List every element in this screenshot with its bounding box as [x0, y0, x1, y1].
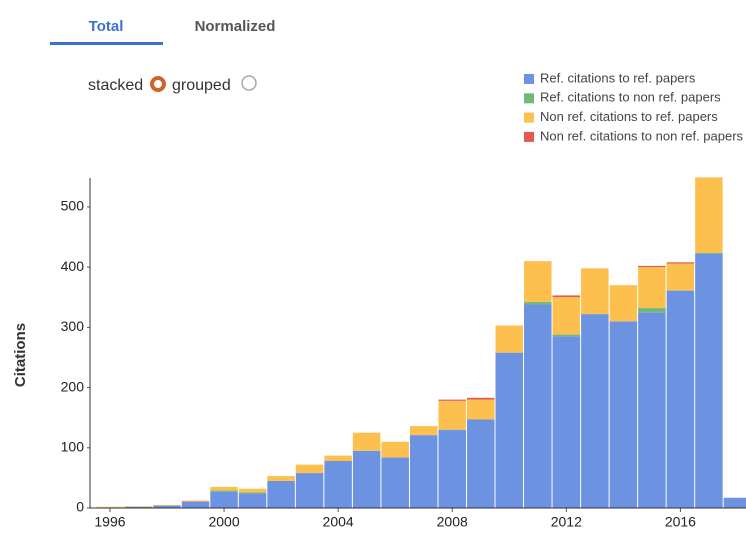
bar-segment: [210, 490, 238, 492]
legend-swatch: [524, 74, 534, 84]
bar-segment: [124, 506, 153, 507]
y-tick-label: 500: [61, 198, 85, 214]
bar-segment: [96, 506, 124, 508]
legend-swatch: [524, 93, 534, 104]
bar-segment: [695, 177, 723, 253]
bar-segment: [723, 497, 746, 508]
bar-segment: [466, 397, 495, 400]
x-tick-label: 2012: [551, 514, 582, 530]
bar-segment: [581, 268, 609, 315]
legend-label: Ref. citations to non ref. papers: [540, 90, 721, 105]
bar-segment: [495, 352, 524, 508]
bar-segment: [324, 455, 352, 462]
bar-segment: [124, 506, 153, 508]
legend-label: Non ref. citations to ref. papers: [540, 109, 718, 124]
legend-label: Ref. citations to ref. papers: [540, 70, 696, 85]
legend-swatch: [524, 131, 534, 142]
bar-segment: [210, 486, 238, 491]
bar-segment: [181, 501, 210, 508]
bar-segment: [409, 426, 438, 436]
bar-segment: [495, 325, 524, 353]
bar-segment: [381, 441, 409, 458]
bar-segment: [181, 501, 210, 502]
tab-normalized[interactable]: Normalized: [195, 18, 276, 35]
bar-segment: [638, 312, 666, 508]
y-tick-label: 400: [61, 258, 85, 274]
bar-segment: [524, 261, 552, 303]
x-tick-label: 1996: [94, 514, 125, 530]
bar-segment: [552, 295, 581, 298]
option-grouped[interactable]: grouped: [172, 77, 231, 94]
bar-segment: [552, 334, 581, 337]
bar-segment: [238, 493, 267, 508]
bar-segment: [153, 505, 181, 508]
legend-label: Non ref. citations to non ref. papers: [540, 128, 744, 143]
bar-segment: [524, 302, 552, 305]
bar-segment: [267, 480, 295, 508]
bar-segment: [666, 263, 695, 291]
bar-segment: [438, 429, 466, 508]
x-tick-label: 2004: [323, 514, 354, 530]
option-stacked[interactable]: stacked: [88, 77, 143, 94]
bar-segment: [438, 400, 466, 430]
y-tick-label: 200: [61, 378, 85, 394]
tab-total[interactable]: Total: [89, 18, 124, 35]
bar-segment: [609, 285, 638, 322]
x-tick-label: 2016: [665, 514, 696, 530]
bar-segment: [438, 399, 466, 401]
bar-segment: [238, 488, 267, 493]
bar-segment: [381, 457, 409, 508]
bar-segment: [552, 297, 581, 335]
bar-segment: [638, 267, 666, 309]
bar-segment: [552, 336, 581, 508]
bar-segment: [666, 262, 695, 264]
bar-segment: [295, 473, 324, 508]
x-tick-label: 2008: [437, 514, 468, 530]
bar-segment: [238, 492, 267, 494]
bar-segment: [666, 290, 695, 508]
plot: 0 100 200 300 400 500 1996 2000 2004 2008 2012 2016…: [61, 70, 746, 530]
bar-segment: [181, 500, 210, 502]
bar-segment: [352, 450, 381, 508]
y-tick-label: 300: [61, 318, 85, 334]
bar-segment: [153, 504, 181, 506]
y-tick-label: 0: [76, 499, 84, 515]
bar-segment: [295, 464, 324, 474]
radio-checked[interactable]: [150, 76, 166, 92]
bar-segment: [267, 476, 295, 481]
bar-segment: [581, 314, 609, 508]
bar-segment: [609, 321, 638, 508]
bar-segment: [210, 491, 238, 508]
bar-segment: [638, 265, 666, 268]
bar-segment: [409, 435, 438, 508]
legend-swatch: [524, 112, 534, 123]
bar-segment: [466, 399, 495, 420]
bar-segment: [352, 432, 381, 451]
bar-segment: [324, 461, 352, 508]
bar-segment: [695, 253, 723, 508]
y-axis-label: Citations: [12, 323, 29, 387]
bar-segment: [638, 308, 666, 313]
bar-segment: [695, 252, 723, 254]
x-tick-label: 2000: [208, 514, 239, 530]
tab-underline: [50, 42, 163, 45]
bar-segment: [466, 419, 495, 508]
y-tick-label: 100: [61, 438, 85, 454]
radio-unchecked[interactable]: [241, 75, 257, 91]
bar-segment: [524, 304, 552, 508]
